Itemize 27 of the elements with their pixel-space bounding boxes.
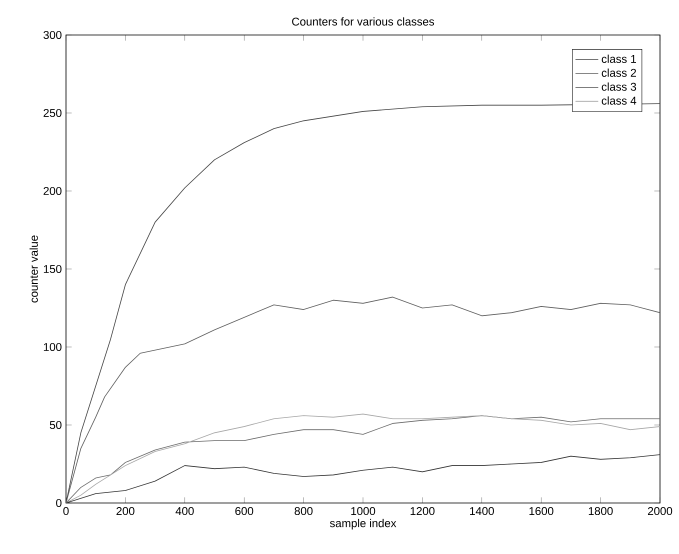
line-series (66, 296, 660, 503)
y-tick-label: 250 (44, 108, 62, 118)
y-tick-label: 100 (44, 342, 62, 352)
y-tick-label: 0 (56, 498, 62, 508)
y-tick-label: 50 (50, 420, 62, 430)
legend-label: class 4 (602, 96, 636, 105)
legend-label: class 3 (602, 82, 636, 91)
chart-title: Counters for various classes (292, 17, 434, 26)
x-axis-title: sample index (330, 518, 396, 530)
x-tick-label: 1400 (470, 507, 494, 516)
x-tick-label: 800 (294, 507, 313, 516)
legend-label: class 2 (602, 68, 636, 77)
line-series (66, 454, 660, 503)
y-tick-label: 150 (44, 264, 62, 274)
x-tick-label: 400 (176, 507, 194, 516)
x-tick-label: 1000 (351, 507, 376, 516)
x-tick-label: 1600 (529, 507, 554, 516)
x-tick-label: 600 (235, 507, 254, 516)
x-tick-label: 1800 (588, 507, 613, 516)
x-tick-label: 2000 (648, 507, 672, 516)
x-tick-label: 0 (63, 507, 69, 516)
y-tick-label: 200 (44, 186, 62, 196)
x-tick-label: 200 (116, 507, 134, 516)
legend-label: class 1 (602, 54, 636, 63)
y-tick-label: 300 (43, 30, 62, 40)
x-tick-label: 1200 (410, 507, 435, 516)
y-axis-title: counter value (30, 236, 38, 303)
